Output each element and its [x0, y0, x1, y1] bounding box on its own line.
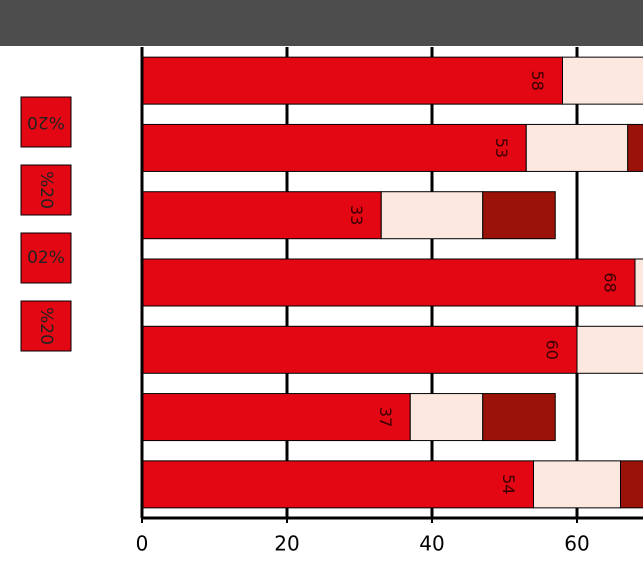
value-label: 33: [347, 205, 366, 225]
bar-segment: [409, 393, 484, 442]
value-label: 68: [601, 272, 620, 292]
bar-segment: [141, 393, 411, 442]
x-tick-label: 0: [136, 532, 149, 556]
bar-segment: [141, 325, 578, 374]
bar-segment: [141, 123, 527, 172]
legend-swatch: [20, 232, 72, 284]
bar-segment: [141, 258, 636, 307]
bar-segment: [380, 191, 484, 240]
bar-segment: [525, 123, 629, 172]
x-tick-label: 40: [419, 532, 444, 556]
bar-segment: [482, 393, 556, 442]
value-label: 53: [492, 138, 511, 158]
bar-segment: [141, 460, 534, 509]
value-label: 37: [376, 407, 395, 427]
legend-label: %20: [36, 307, 56, 345]
bar-segment: [533, 460, 621, 509]
x-tick-label: 20: [274, 532, 299, 556]
legend-label: %20: [36, 171, 56, 209]
bar-segment: [482, 191, 556, 240]
legend-swatch: [20, 164, 72, 216]
bar-segment: [634, 258, 643, 307]
bar-segment: [141, 191, 382, 240]
legend-label: %20: [27, 112, 65, 132]
value-label: 60: [543, 340, 562, 360]
value-label: 54: [499, 474, 518, 494]
title-bar: [0, 0, 643, 46]
bar-segment: [620, 460, 643, 509]
legend-label: 02%: [27, 248, 65, 268]
bar-segment: [141, 56, 563, 105]
bar-segment: [576, 325, 643, 374]
x-tick-label: 60: [564, 532, 589, 556]
value-label: 58: [528, 70, 547, 90]
legend-swatch: [20, 300, 72, 352]
bar-segment: [627, 123, 643, 172]
legend-swatch: [20, 96, 72, 148]
bar-segment: [562, 56, 643, 105]
